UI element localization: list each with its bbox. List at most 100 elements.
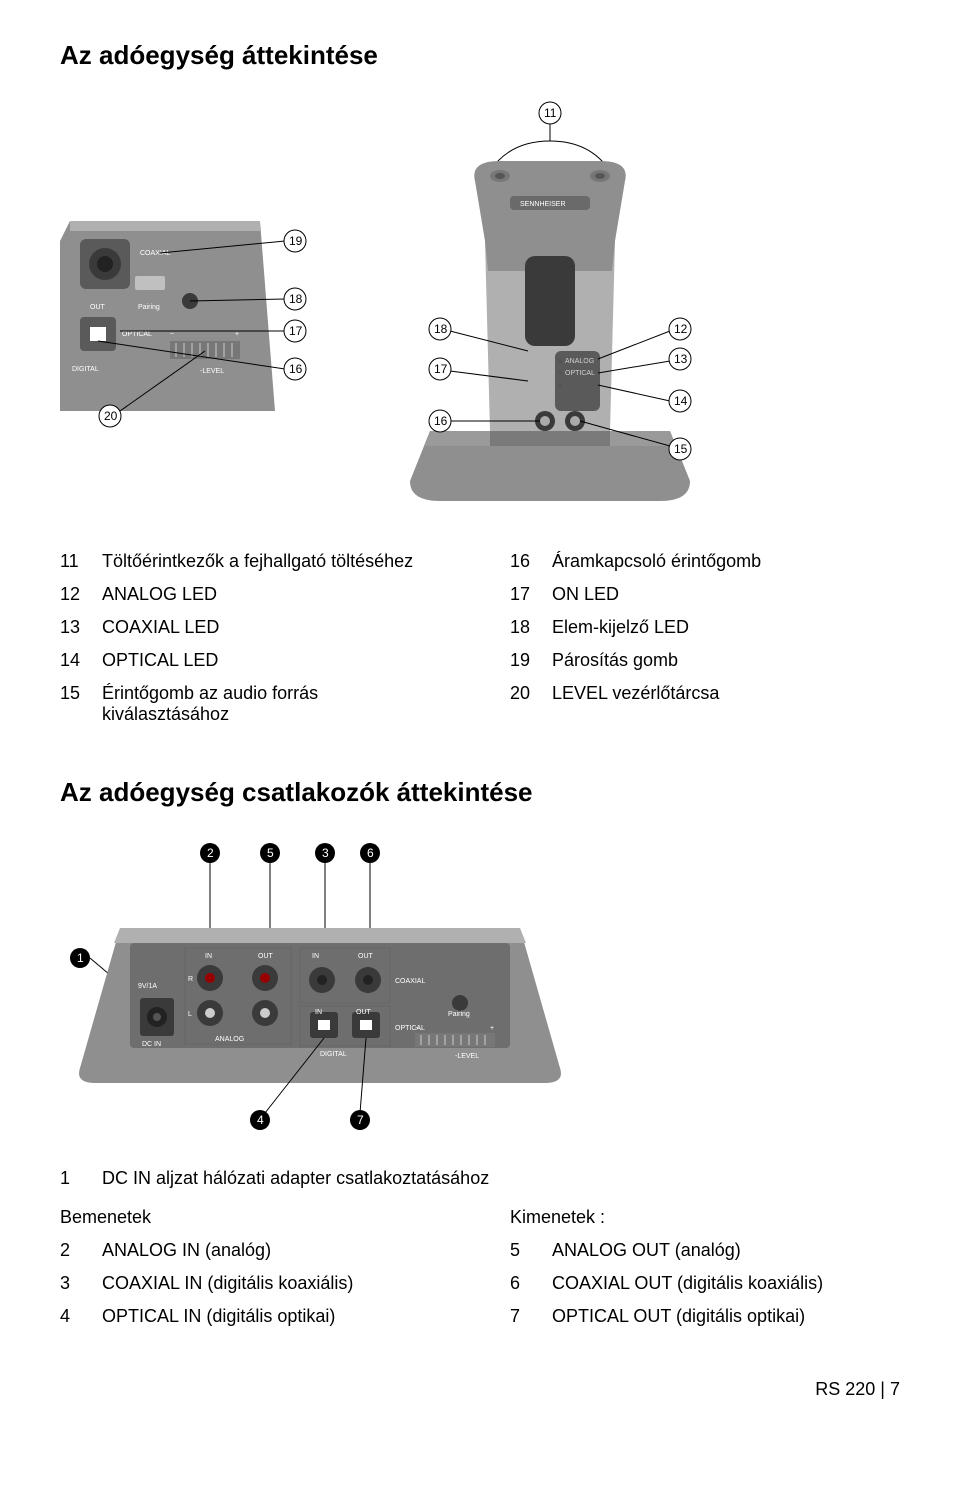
spec-text: Párosítás gomb [552,650,678,671]
svg-text:IN: IN [315,1009,322,1016]
spec-text: COAXIAL LED [102,617,219,638]
io-row: 2 ANALOG IN (analóg) [60,1240,450,1261]
spec-row: 14OPTICAL LED [60,650,450,671]
svg-text:7: 7 [357,1113,364,1127]
svg-text:1: 1 [77,951,84,965]
svg-text:17: 17 [434,362,448,376]
svg-text:20: 20 [104,409,118,423]
svg-text:5: 5 [267,846,274,860]
spec-text: Töltőérintkezők a fejhallgató töltéséhez [102,551,413,572]
svg-text:16: 16 [434,414,448,428]
io-section: Bemenetek 2ANALOG IN (analóg) 3COAXIAL I… [60,1207,900,1339]
svg-text:OUT: OUT [356,1009,372,1016]
spec-col-right: 16 Áramkapcsoló érintőgomb 17ON LED 18 Ele… [510,551,900,737]
figure-row-1: COAXIAL OUT Pairing OPTICAL − + DIGITAL [60,101,900,521]
label-analog-ind: ANALOG [565,358,594,365]
callout-11: 11 [539,102,561,124]
spec-row: 18 Elem-kijelző LED [510,617,900,638]
figure-detail-panel: COAXIAL OUT Pairing OPTICAL − + DIGITAL [60,101,320,521]
spec-num: 19 [510,650,536,671]
spec-row: 11Töltőérintkezők a fejhallgató töltéséh… [60,551,450,572]
io-row: 5ANALOG OUT (analóg) [510,1240,900,1261]
spec-num: 4 [60,1306,86,1327]
label-coaxial: COAXIAL [140,250,170,257]
spec-text: LEVEL vezérlőtárcsa [552,683,719,704]
svg-text:19: 19 [289,234,303,248]
page-title: Az adóegység áttekintése [60,40,900,71]
io-row: 7 OPTICAL OUT (digitális optikai) [510,1306,900,1327]
spec-row: 19 Párosítás gomb [510,650,900,671]
label-analog: ANALOG [215,1036,244,1043]
svg-text:6: 6 [367,846,374,860]
single-item-row: 1 DC IN aljzat hálózati adapter csatlako… [60,1168,900,1189]
io-row: 4OPTICAL IN (digitális optikai) [60,1306,450,1327]
svg-text:+: + [235,331,239,338]
label-r: R [188,976,193,983]
spec-text: DC IN aljzat hálózati adapter csatlakozt… [102,1168,489,1189]
io-row: 3 COAXIAL IN (digitális koaxiális) [60,1273,450,1294]
label-coaxial2: COAXIAL [395,978,425,985]
svg-text:16: 16 [289,362,303,376]
connectors-svg: 2 5 3 6 1 9V/1A DC IN [60,838,580,1138]
callout-14: 14 [598,385,691,412]
spec-num: 13 [60,617,86,638]
spec-num: 7 [510,1306,536,1327]
label-dcin: DC IN [142,1041,161,1048]
spec-num: 16 [510,551,536,572]
spec-num: 6 [510,1273,536,1294]
spec-row: 15Érintőgomb az audio forrás kiválasztás… [60,683,450,725]
spec-row: 17ON LED [510,584,900,605]
spec-num: 18 [510,617,536,638]
spec-num: 12 [60,584,86,605]
spec-text: OPTICAL OUT (digitális optikai) [552,1306,805,1327]
svg-text:18: 18 [289,292,303,306]
spec-num: 5 [510,1240,536,1261]
section-title-connectors: Az adóegység csatlakozók áttekintése [60,777,900,808]
spec-text: Elem-kijelző LED [552,617,689,638]
io-row: 6 COAXIAL OUT (digitális koaxiális) [510,1273,900,1294]
label-in: IN [205,953,212,960]
spec-num: 14 [60,650,86,671]
label-optical-ind: OPTICAL [565,370,595,377]
svg-text:12: 12 [674,322,688,336]
spec-num: 3 [60,1273,86,1294]
spec-table-1: 11Töltőérintkezők a fejhallgató töltéséh… [60,551,900,737]
svg-text:17: 17 [289,324,303,338]
svg-text:18: 18 [434,322,448,336]
spec-text: COAXIAL OUT (digitális koaxiális) [552,1273,823,1294]
svg-text:2: 2 [207,846,214,860]
spec-text: Érintőgomb az audio forrás kiválasztásáh… [102,683,450,725]
svg-text:+: + [490,1025,494,1032]
figure-transmitter: 11 SENNHEISER ANALOG OPTICAL [360,101,740,521]
label-pairing: Pairing [138,304,160,311]
spec-text: COAXIAL IN (digitális koaxiális) [102,1273,353,1294]
label-optical: OPTICAL [122,331,152,338]
svg-text:14: 14 [674,394,688,408]
label-l: L [188,1011,192,1018]
svg-text:4: 4 [257,1113,264,1127]
label-9v1a: 9V/1A [138,983,157,990]
spec-row: 16 Áramkapcsoló érintőgomb [510,551,900,572]
brand-label: SENNHEISER [520,201,566,208]
label-pairing2: Pairing [448,1011,470,1018]
spec-num: 1 [60,1168,86,1189]
label-out: OUT [90,304,106,311]
spec-num: 20 [510,683,536,704]
outputs-header: Kimenetek : [510,1207,900,1228]
figure-connectors: 2 5 3 6 1 9V/1A DC IN [60,838,900,1138]
spec-row: 12ANALOG LED [60,584,450,605]
label-optical2: OPTICAL [395,1025,425,1032]
svg-text:−: − [415,1025,419,1032]
spec-text: ANALOG IN (analóg) [102,1240,271,1261]
outputs-col: Kimenetek : 5ANALOG OUT (analóg) 6 COAXIA… [510,1207,900,1339]
label-out2: OUT [358,953,374,960]
spec-text: ON LED [552,584,619,605]
spec-num: 2 [60,1240,86,1261]
svg-text:15: 15 [674,442,688,456]
label-digital2: DIGITAL [320,1051,347,1058]
spec-col-left: 11Töltőérintkezők a fejhallgató töltéséh… [60,551,450,737]
label-level: -LEVEL [200,368,224,375]
inputs-col: Bemenetek 2ANALOG IN (analóg) 3COAXIAL I… [60,1207,450,1339]
spec-text: Áramkapcsoló érintőgomb [552,551,761,572]
label-level2: -LEVEL [455,1053,479,1060]
